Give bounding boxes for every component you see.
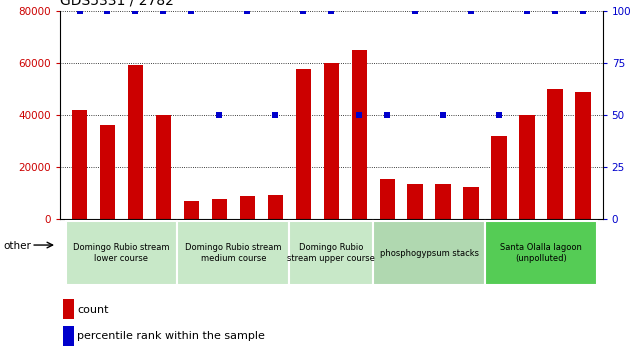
Bar xyxy=(240,196,255,219)
Bar xyxy=(492,136,507,219)
Bar xyxy=(547,89,563,219)
Bar xyxy=(519,115,535,219)
Point xyxy=(438,112,448,118)
Point xyxy=(131,8,141,13)
Text: Domingo Rubio stream
lower course: Domingo Rubio stream lower course xyxy=(73,244,170,263)
Point xyxy=(578,8,588,13)
Bar xyxy=(211,199,227,219)
Point xyxy=(215,112,225,118)
Point xyxy=(550,8,560,13)
Point xyxy=(186,8,196,13)
Bar xyxy=(184,201,199,219)
Bar xyxy=(100,126,115,219)
Bar xyxy=(575,92,591,219)
Bar xyxy=(66,222,177,285)
Bar xyxy=(435,184,451,219)
Bar xyxy=(177,222,290,285)
Bar xyxy=(373,222,485,285)
Point xyxy=(494,112,504,118)
Text: Santa Olalla lagoon
(unpolluted): Santa Olalla lagoon (unpolluted) xyxy=(500,244,582,263)
Point xyxy=(410,8,420,13)
Point xyxy=(326,8,336,13)
Point xyxy=(522,8,532,13)
Bar xyxy=(408,184,423,219)
Bar xyxy=(156,115,171,219)
Point xyxy=(242,8,252,13)
Point xyxy=(298,8,309,13)
Text: GDS5331 / 2782: GDS5331 / 2782 xyxy=(60,0,174,7)
Point xyxy=(74,8,85,13)
Text: percentile rank within the sample: percentile rank within the sample xyxy=(77,331,265,341)
Text: Domingo Rubio
stream upper course: Domingo Rubio stream upper course xyxy=(287,244,375,263)
Point xyxy=(466,8,476,13)
Bar xyxy=(63,326,74,346)
Point xyxy=(158,8,168,13)
Text: count: count xyxy=(77,305,109,315)
Text: Domingo Rubio stream
medium course: Domingo Rubio stream medium course xyxy=(185,244,281,263)
Text: other: other xyxy=(3,241,31,251)
Bar xyxy=(463,187,479,219)
Bar xyxy=(63,299,74,319)
Bar xyxy=(72,110,87,219)
Bar xyxy=(290,222,373,285)
Point xyxy=(354,112,364,118)
Bar xyxy=(268,195,283,219)
Bar xyxy=(379,179,395,219)
Point xyxy=(270,112,280,118)
Bar xyxy=(324,63,339,219)
Bar xyxy=(127,65,143,219)
Bar xyxy=(295,69,311,219)
Point xyxy=(102,8,112,13)
Bar xyxy=(351,50,367,219)
Point xyxy=(382,112,392,118)
Text: phosphogypsum stacks: phosphogypsum stacks xyxy=(380,249,479,258)
Bar xyxy=(485,222,597,285)
